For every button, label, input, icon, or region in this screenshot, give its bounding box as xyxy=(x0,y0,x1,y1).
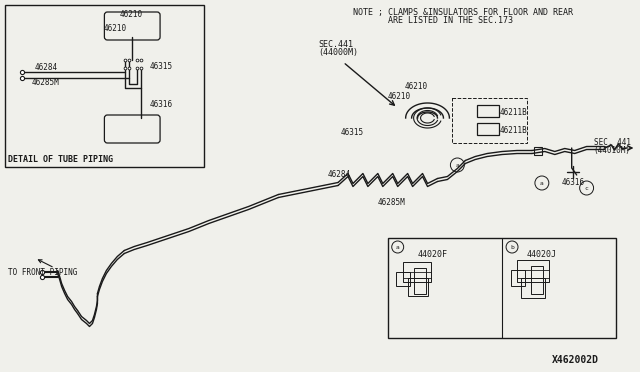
Text: SEC. 441: SEC. 441 xyxy=(593,138,630,147)
Text: a: a xyxy=(396,244,399,250)
Text: 44020F: 44020F xyxy=(417,250,447,259)
Text: SEC.441: SEC.441 xyxy=(318,40,353,49)
Text: 46285M: 46285M xyxy=(378,198,406,207)
Bar xyxy=(534,147,542,155)
Text: (44000M): (44000M) xyxy=(318,48,358,57)
Bar xyxy=(517,260,549,282)
Text: X462002D: X462002D xyxy=(552,355,599,365)
Text: 46211B: 46211B xyxy=(500,108,528,117)
Text: a: a xyxy=(456,163,460,167)
Text: 46210: 46210 xyxy=(119,10,143,19)
Bar xyxy=(452,98,527,143)
Text: b: b xyxy=(510,244,514,250)
Bar xyxy=(396,272,410,286)
Text: (44010M): (44010M) xyxy=(593,146,630,155)
Bar xyxy=(408,278,428,296)
Text: NOTE ; CLAMPS &INSULATORS FOR FLOOR AND REAR: NOTE ; CLAMPS &INSULATORS FOR FLOOR AND … xyxy=(353,8,573,17)
Text: 46210: 46210 xyxy=(404,82,428,91)
Text: 46316: 46316 xyxy=(149,100,172,109)
Text: 46285M: 46285M xyxy=(32,78,60,87)
Bar xyxy=(511,270,525,286)
Text: 46210: 46210 xyxy=(388,92,411,101)
Bar xyxy=(477,123,499,135)
Bar xyxy=(5,5,204,167)
Text: 46315: 46315 xyxy=(149,62,172,71)
Text: DETAIL OF TUBE PIPING: DETAIL OF TUBE PIPING xyxy=(8,155,113,164)
Text: TO FRONT PIPING: TO FRONT PIPING xyxy=(8,268,77,277)
Text: 46210: 46210 xyxy=(104,24,127,33)
Text: a: a xyxy=(540,180,544,186)
Bar xyxy=(531,266,543,294)
Text: 46284: 46284 xyxy=(328,170,351,179)
Bar xyxy=(403,262,431,282)
Text: 46316: 46316 xyxy=(562,178,585,187)
Text: 44020J: 44020J xyxy=(527,250,557,259)
Text: 46211B: 46211B xyxy=(500,126,528,135)
Bar xyxy=(388,238,616,338)
Text: 46284: 46284 xyxy=(35,63,58,72)
Text: ARE LISTED IN THE SEC.173: ARE LISTED IN THE SEC.173 xyxy=(353,16,513,25)
Bar xyxy=(477,105,499,117)
Bar xyxy=(413,268,426,294)
Bar xyxy=(521,278,545,298)
Text: c: c xyxy=(585,186,589,190)
Text: 46315: 46315 xyxy=(341,128,364,137)
